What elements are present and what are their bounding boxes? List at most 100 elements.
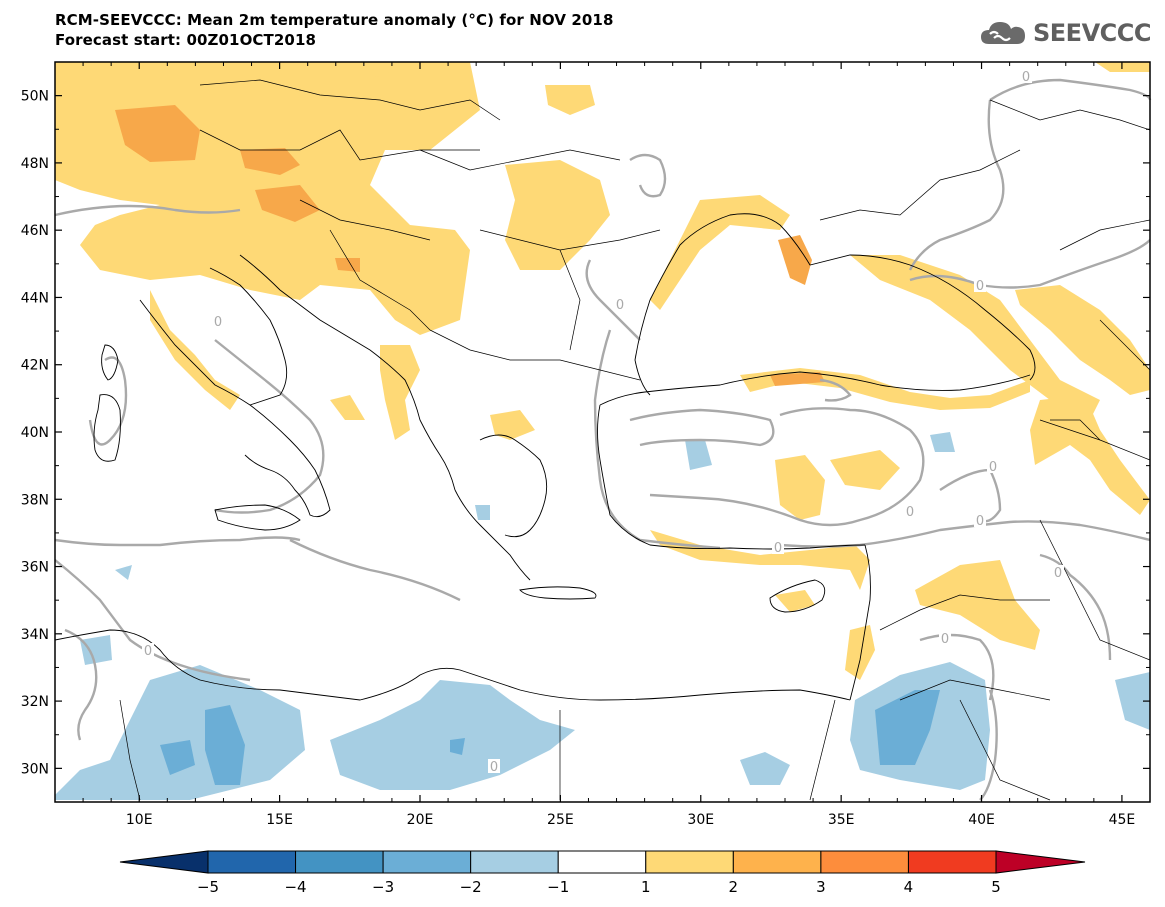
contour-label-bg: [904, 504, 916, 518]
anomaly-shading: [55, 62, 1150, 800]
contour-label-bg: [987, 459, 999, 473]
lat-tick-label: 32N: [21, 694, 49, 710]
contour-line: [289, 538, 461, 602]
cool-region-libya-west: [55, 665, 305, 800]
cloud-icon: [981, 22, 1025, 44]
cool-region-tunisia: [80, 635, 112, 665]
cool-region-turkey-1: [685, 440, 712, 470]
lat-tick-label: 38N: [21, 492, 49, 508]
contour-line: [629, 408, 775, 447]
colorbar-arrow-left: [119, 850, 209, 874]
coastline-cyprus: [769, 579, 826, 613]
contour-line: [919, 633, 995, 701]
coastline-black-sea-north: [649, 213, 1036, 381]
lat-tick-label: 44N: [21, 290, 49, 306]
contour-label-bg: [142, 643, 154, 657]
contour-label: 0: [989, 460, 997, 475]
colorbar-label: 4: [904, 878, 914, 896]
contour-label-bg: [974, 278, 986, 292]
lat-tick-label: 30N: [21, 761, 49, 777]
contour-label-bg: [772, 540, 784, 554]
contour-labels: 0 0 0 0 0 0 0 0 0 0 0 0: [142, 69, 1064, 775]
lat-tick-label: 42N: [21, 358, 49, 374]
contour-line: [54, 536, 301, 547]
colorbar-segment: [470, 850, 559, 874]
colorbar-label: −2: [460, 878, 482, 896]
warm-region-italy-heel: [330, 395, 365, 420]
warm-region-greece-coast: [490, 410, 535, 440]
contour-line: [939, 468, 1002, 523]
contour-label: 0: [144, 644, 152, 659]
colorbar-segment: [820, 850, 909, 874]
warm-region-small-north: [365, 62, 395, 78]
contour-label-bg: [614, 297, 626, 311]
warm2-region-crimea: [778, 235, 812, 285]
lat-tick-label: 36N: [21, 560, 49, 576]
contour-label-bg: [1052, 565, 1064, 579]
coastline-crete: [519, 586, 597, 600]
contour-label-bg: [488, 759, 500, 773]
border-lines-east: [989, 99, 1151, 441]
contour-label: 0: [214, 315, 222, 330]
logo-text: SEEVCCC: [1033, 19, 1152, 47]
coastline-turkey: [597, 371, 1031, 550]
contour-line: [54, 204, 241, 217]
lon-tick-label: 20E: [407, 812, 434, 828]
coastline-sicily: [214, 504, 301, 531]
coastlines-and-borders: [54, 79, 1151, 801]
warm-region-adriatic: [380, 345, 420, 440]
cool-region-aegean-small: [475, 505, 490, 520]
contour-line: [629, 153, 667, 198]
warm-region-italy-coast: [150, 290, 240, 410]
axis-ticks: [54, 61, 1151, 803]
warm-region-syria: [915, 560, 1040, 650]
warm2-region-croatia: [335, 258, 360, 272]
contour-label: 0: [1022, 70, 1030, 85]
cool2-region-jordan: [875, 690, 940, 765]
contour-label: 0: [774, 541, 782, 556]
cool-region-ionian: [115, 565, 132, 580]
lon-tick-label: 45E: [1109, 812, 1136, 828]
lat-tick-label: 50N: [21, 89, 49, 105]
colorbar-segment: [207, 850, 297, 874]
lon-tick-label: 25E: [547, 812, 574, 828]
contour-line: [649, 407, 925, 527]
contour-line: [909, 239, 1151, 289]
warm-region-black-sea-west: [650, 195, 790, 310]
colorbar-label: −5: [197, 878, 219, 896]
colorbar-arrow-right: [995, 850, 1086, 874]
cool-region-libya-east: [330, 680, 575, 790]
lat-tick-label: 34N: [21, 627, 49, 643]
lon-tick-label: 35E: [828, 812, 855, 828]
cool2-region-libya-2: [160, 740, 195, 775]
contour-line: [54, 559, 251, 682]
warm2-region-austria: [115, 105, 200, 162]
colorbar-label: 2: [729, 878, 739, 896]
coastline-corsica: [101, 344, 119, 381]
coastline-greece: [454, 434, 548, 581]
contour-label-bg: [212, 314, 224, 328]
map-title: RCM-SEEVCCC: Mean 2m temperature anomaly…: [55, 11, 614, 29]
contour-label-bg: [1020, 69, 1032, 83]
contour-line: [979, 689, 998, 801]
colorbar-segment: [295, 850, 384, 874]
contour-label: 0: [490, 760, 498, 775]
colorbar-label: 5: [991, 878, 1001, 896]
lon-tick-label: 30E: [687, 812, 714, 828]
warm-region-caucasus: [1015, 285, 1150, 395]
contour-label: 0: [616, 298, 624, 313]
map-subtitle: Forecast start: 00Z01OCT2018: [55, 31, 317, 49]
contour-line: [989, 78, 1152, 101]
lat-tick-label: 46N: [21, 223, 49, 239]
contour-line: [214, 339, 325, 514]
coastline-levant: [849, 544, 871, 701]
seevccc-logo: SEEVCCC: [979, 18, 1152, 48]
contour-label: 0: [976, 514, 984, 529]
cool-region-turkey-2: [930, 432, 955, 452]
contour-line: [64, 628, 98, 741]
colorbar-label: 1: [641, 878, 651, 896]
colorbar-segment: [732, 850, 822, 874]
contour-line: [819, 378, 852, 402]
contour-label: 0: [941, 632, 949, 647]
